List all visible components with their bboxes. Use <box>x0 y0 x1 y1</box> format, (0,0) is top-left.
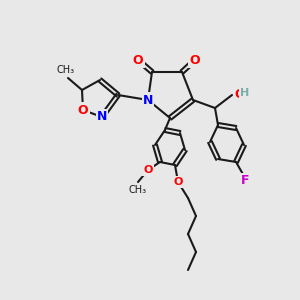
Text: O: O <box>234 88 244 101</box>
Text: N: N <box>143 94 153 106</box>
Text: O: O <box>190 53 200 67</box>
Text: CH₃: CH₃ <box>129 185 147 195</box>
Text: CH₃: CH₃ <box>57 65 75 75</box>
Text: O: O <box>133 53 143 67</box>
Text: O: O <box>78 103 88 116</box>
Text: H: H <box>240 88 250 98</box>
Text: O: O <box>143 165 153 175</box>
Text: F: F <box>241 175 249 188</box>
Text: N: N <box>97 110 107 124</box>
Text: O: O <box>173 177 183 187</box>
